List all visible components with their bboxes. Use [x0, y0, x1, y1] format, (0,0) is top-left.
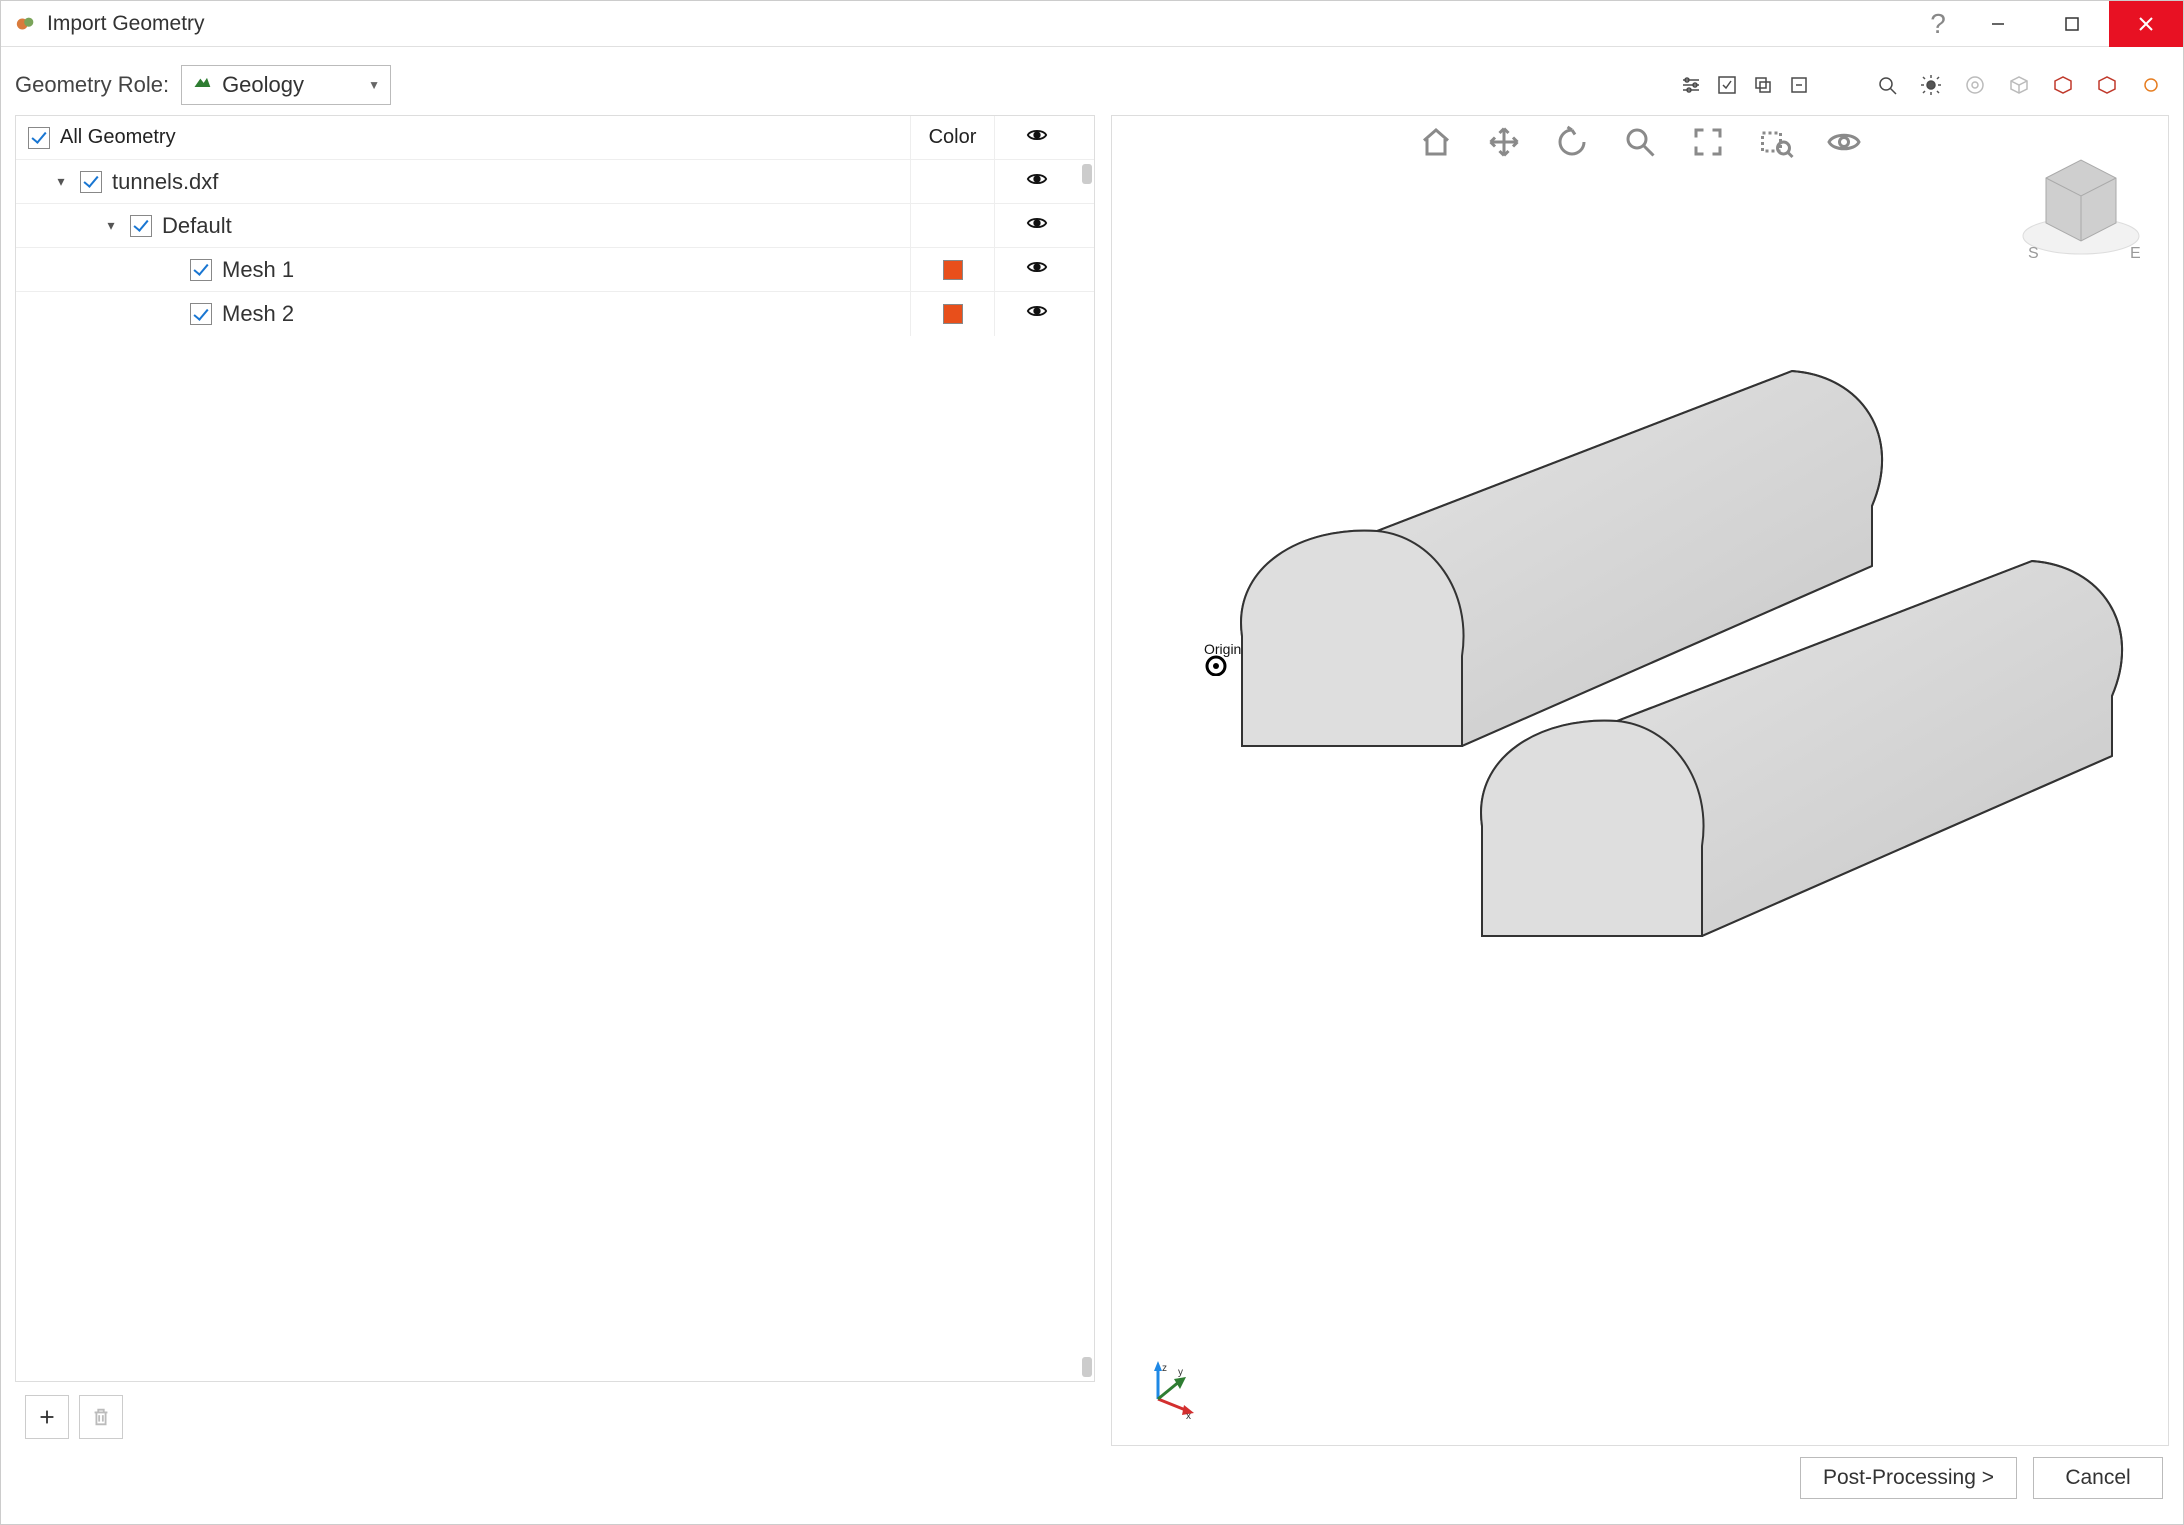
color-swatch[interactable]	[943, 260, 963, 280]
svg-text:Origin: Origin	[1204, 642, 1241, 657]
titlebar: Import Geometry ?	[1, 1, 2183, 47]
dialog-footer: Post-Processing > Cancel	[15, 1446, 2169, 1510]
maximize-button[interactable]	[2035, 1, 2109, 47]
delete-button[interactable]	[79, 1395, 123, 1439]
view-mode-icon[interactable]	[1824, 122, 1864, 162]
collapse-icon[interactable]	[1785, 71, 1813, 99]
color-cell[interactable]	[910, 160, 994, 203]
copy-icon[interactable]	[1749, 71, 1777, 99]
svg-text:x: x	[1186, 1411, 1191, 1419]
zoom-icon[interactable]	[1620, 122, 1660, 162]
minimize-button[interactable]	[1961, 1, 2035, 47]
origin-marker: Origin	[1204, 642, 1264, 682]
caret-down-icon: ▼	[368, 78, 380, 92]
post-processing-button[interactable]: Post-Processing >	[1800, 1457, 2017, 1499]
toolbar-left-icons	[1673, 71, 1817, 99]
cube-icon[interactable]	[2005, 71, 2033, 99]
cancel-button[interactable]: Cancel	[2033, 1457, 2163, 1499]
select-all-icon[interactable]	[1713, 71, 1741, 99]
tree-row[interactable]: Mesh 2	[16, 292, 1094, 336]
tree-row[interactable]: Mesh 1	[16, 248, 1094, 292]
tree-header-color: Color	[910, 116, 994, 159]
splitter: All Geometry Color ▾ tunnels.dxf	[15, 115, 2169, 1446]
expander-icon[interactable]: ▾	[52, 173, 70, 190]
row-checkbox[interactable]	[190, 303, 212, 325]
tree-header: All Geometry Color	[16, 116, 1094, 160]
row-label: tunnels.dxf	[112, 169, 218, 195]
svg-text:y: y	[1178, 1367, 1183, 1378]
eye-icon[interactable]	[1026, 300, 1048, 328]
all-geometry-checkbox[interactable]	[28, 127, 50, 149]
tree-footer	[15, 1388, 1095, 1446]
target-icon[interactable]	[1961, 71, 1989, 99]
visibility-cell[interactable]	[994, 292, 1078, 336]
model-canvas	[1132, 196, 2132, 1196]
pan-icon[interactable]	[1484, 122, 1524, 162]
tree-body[interactable]: ▾ tunnels.dxf ▾ Default Mesh 1 Mesh 2	[16, 160, 1094, 1381]
axis-triad: z x y	[1138, 1359, 1198, 1419]
geology-icon	[192, 72, 212, 98]
color-cell[interactable]	[910, 292, 994, 336]
window-title: Import Geometry	[47, 12, 205, 36]
home-icon[interactable]	[1416, 122, 1456, 162]
toolbar-right-icons	[1869, 71, 2169, 99]
eye-icon[interactable]	[1026, 124, 1048, 152]
row-checkbox[interactable]	[130, 215, 152, 237]
svg-text:z: z	[1162, 1363, 1167, 1374]
eye-icon[interactable]	[1026, 168, 1048, 196]
tree-header-name: All Geometry	[60, 126, 176, 149]
zoom-region-icon[interactable]	[1756, 122, 1796, 162]
solid-b-icon[interactable]	[2093, 71, 2121, 99]
scrollbar-thumb-bottom[interactable]	[1082, 1357, 1092, 1377]
geometry-role-value: Geology	[222, 72, 304, 98]
color-swatch[interactable]	[943, 304, 963, 324]
viewport-3d[interactable]: S E	[1111, 115, 2169, 1446]
row-label: Mesh 1	[222, 257, 294, 283]
help-button[interactable]: ?	[1915, 1, 1961, 47]
light-icon[interactable]	[1917, 71, 1945, 99]
color-cell[interactable]	[910, 248, 994, 291]
tree-row[interactable]: ▾ Default	[16, 204, 1094, 248]
visibility-cell[interactable]	[994, 204, 1078, 247]
tree-row[interactable]: ▾ tunnels.dxf	[16, 160, 1094, 204]
row-checkbox[interactable]	[80, 171, 102, 193]
fit-icon[interactable]	[1688, 122, 1728, 162]
zoom-fit-icon[interactable]	[1873, 71, 1901, 99]
import-geometry-window: Import Geometry ? Geometry Role: Geology…	[0, 0, 2184, 1525]
visibility-cell[interactable]	[994, 160, 1078, 203]
row-checkbox[interactable]	[190, 259, 212, 281]
tree-header-visibility	[994, 116, 1078, 159]
geometry-role-select[interactable]: Geology ▼	[181, 65, 391, 105]
app-icon	[15, 13, 37, 35]
geometry-role-label: Geometry Role:	[15, 72, 169, 98]
geometry-tree: All Geometry Color ▾ tunnels.dxf	[15, 115, 1095, 1382]
viewport-toolbar	[1416, 122, 1864, 162]
close-button[interactable]	[2109, 1, 2183, 47]
scrollbar-thumb-top[interactable]	[1082, 164, 1092, 184]
expander-icon[interactable]: ▾	[102, 217, 120, 234]
add-button[interactable]	[25, 1395, 69, 1439]
solid-a-icon[interactable]	[2049, 71, 2077, 99]
row-label: Mesh 2	[222, 301, 294, 327]
content: Geometry Role: Geology ▼	[1, 47, 2183, 1524]
visibility-cell[interactable]	[994, 248, 1078, 291]
adjust-icon[interactable]	[1677, 71, 1705, 99]
orbit-icon[interactable]	[1552, 122, 1592, 162]
color-cell[interactable]	[910, 204, 994, 247]
row-label: Default	[162, 213, 232, 239]
eye-icon[interactable]	[1026, 212, 1048, 240]
point-icon[interactable]	[2137, 71, 2165, 99]
toolbar: Geometry Role: Geology ▼	[15, 55, 2169, 115]
eye-icon[interactable]	[1026, 256, 1048, 284]
